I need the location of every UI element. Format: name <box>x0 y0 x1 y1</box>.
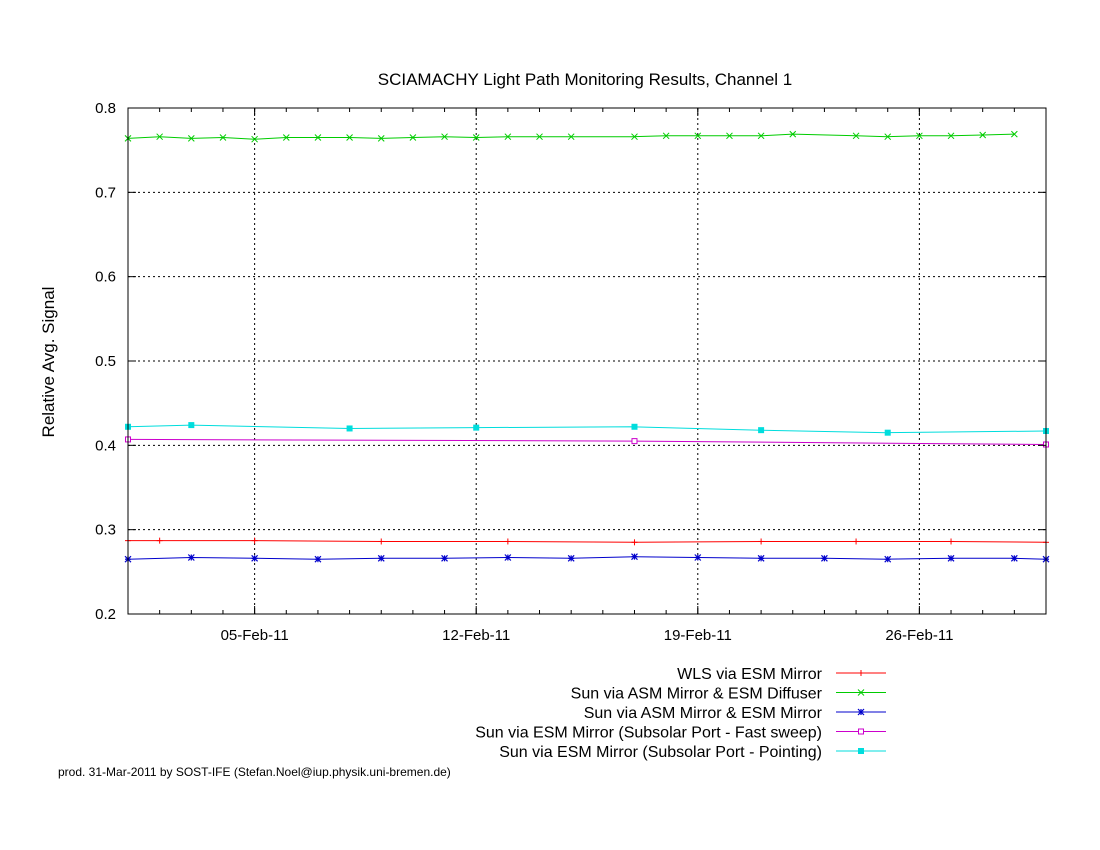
data-point <box>852 132 860 140</box>
data-point <box>758 538 765 545</box>
y-tick-label: 0.5 <box>95 353 116 370</box>
data-point <box>346 134 353 141</box>
data-point <box>567 133 575 141</box>
data-point <box>314 555 322 563</box>
data-point <box>853 538 860 545</box>
data-point <box>1010 554 1018 562</box>
data-point <box>884 133 892 141</box>
x-tick-label: 05-Feb-11 <box>221 627 289 644</box>
legend-marker <box>858 728 864 735</box>
series-line <box>127 424 1047 434</box>
data-point <box>378 538 385 545</box>
grid <box>128 108 1046 614</box>
legend-marker <box>857 689 865 696</box>
data-point <box>251 135 258 143</box>
data-point <box>631 438 638 445</box>
data-point <box>441 133 448 141</box>
chart-title: SCIAMACHY Light Path Monitoring Results,… <box>378 70 793 89</box>
data-point <box>156 133 164 141</box>
data-point <box>631 553 638 561</box>
data-point <box>504 538 511 545</box>
series-line <box>127 556 1047 560</box>
y-tick-label: 0.7 <box>95 184 116 201</box>
data-point <box>251 537 258 544</box>
data-point <box>631 539 638 546</box>
y-axis-label: Relative Avg. Signal <box>39 287 58 438</box>
data-point <box>504 554 512 561</box>
data-point <box>820 554 828 562</box>
data-point <box>536 133 543 141</box>
footer-credit: prod. 31-Mar-2011 by SOST-IFE (Stefan.No… <box>58 765 451 779</box>
data-point <box>631 423 638 430</box>
data-point <box>472 134 480 141</box>
data-point <box>156 537 163 544</box>
x-tick-label: 26-Feb-11 <box>885 627 953 644</box>
data-point <box>757 554 765 562</box>
data-point <box>251 554 259 562</box>
legend-label: Sun via ESM Mirror (Subsolar Port - Poin… <box>499 744 822 761</box>
legend: WLS via ESM Mirror Sun via ASM Mirror & E… <box>475 666 886 761</box>
data-point <box>758 427 765 434</box>
legend-label: WLS via ESM Mirror <box>677 666 823 683</box>
y-tick-label: 0.6 <box>95 269 116 286</box>
series-line <box>128 540 1047 543</box>
data-point <box>662 132 670 140</box>
data-point <box>346 425 353 432</box>
legend-marker <box>857 708 865 716</box>
data-point <box>757 132 765 140</box>
x-tick-label: 12-Feb-11 <box>442 627 510 644</box>
data-point <box>377 554 385 562</box>
data-point <box>441 554 448 562</box>
data-point <box>187 135 195 142</box>
data-point <box>694 132 702 140</box>
data-point <box>884 429 891 436</box>
legend-label: Sun via ASM Mirror & ESM Mirror <box>584 705 823 722</box>
x-tick-label: 19-Feb-11 <box>664 627 732 644</box>
legend-label: Sun via ASM Mirror & ESM Diffuser <box>571 686 823 703</box>
data-point <box>314 134 322 141</box>
data-point <box>948 538 955 545</box>
series-1 <box>124 130 1018 143</box>
legend-label: Sun via ESM Mirror (Subsolar Port - Fast… <box>475 725 822 742</box>
data-point <box>947 132 955 140</box>
legend-marker <box>858 748 864 754</box>
data-point <box>188 422 195 429</box>
data-point <box>726 132 733 140</box>
data-point <box>979 131 987 139</box>
y-tick-label: 0.4 <box>95 437 116 454</box>
y-tick-label: 0.2 <box>95 606 116 623</box>
data-point <box>916 132 923 140</box>
data-point <box>473 424 480 431</box>
axis-ticks: 0.2 0.3 0.4 0.5 0.6 0.7 0.8 05-Feb-11 12-Feb-11 1… <box>95 100 1047 644</box>
data-point <box>409 134 417 141</box>
data-point <box>947 554 955 562</box>
data-point <box>694 554 702 561</box>
data-point <box>567 554 575 562</box>
data-point <box>1010 130 1018 138</box>
data-point <box>219 134 227 141</box>
data-point <box>504 133 512 141</box>
data-point <box>631 133 638 141</box>
data-point <box>789 130 797 138</box>
y-tick-label: 0.8 <box>95 100 116 117</box>
data-point <box>282 134 290 141</box>
y-tick-label: 0.3 <box>95 522 116 539</box>
data-point <box>187 554 195 561</box>
legend-marker <box>858 670 864 676</box>
data-point <box>377 135 385 142</box>
data-point <box>884 555 892 563</box>
